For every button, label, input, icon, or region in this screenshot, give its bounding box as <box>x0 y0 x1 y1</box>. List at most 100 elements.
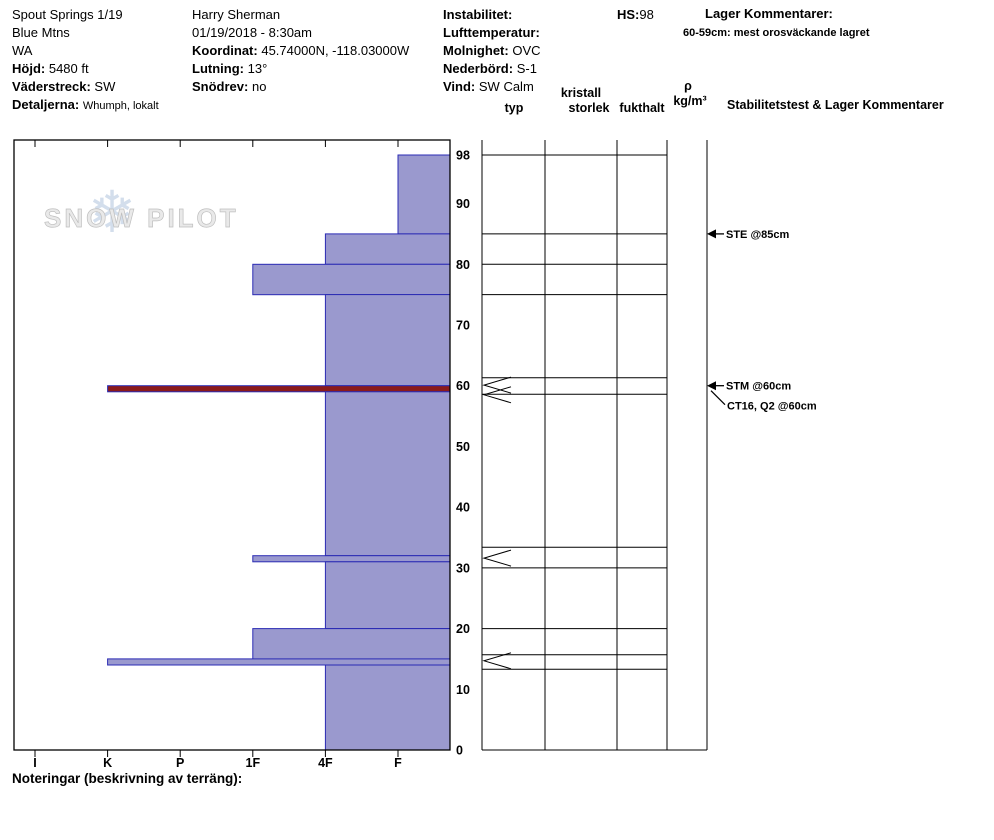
grain-size-header-line1: kristall <box>561 86 601 100</box>
mountain-range-value: Blue Mtns <box>12 25 70 40</box>
aspect-label: Väderstreck: <box>12 79 91 94</box>
hs-value: 98 <box>639 7 654 22</box>
layer-comments-text: 60-59cm: mest orosväckande lagret <box>683 27 870 39</box>
hs-label: HS: <box>617 7 640 22</box>
hardness-chart-frame <box>13 139 451 751</box>
test-result-label: CT16, Q2 @60cm <box>727 401 817 413</box>
drifting-snow-value: no <box>251 79 267 94</box>
mountain-range: Blue Mtns <box>12 24 159 42</box>
precipitation-value: S-1 <box>516 61 537 76</box>
details: Detaljerna: Whumph, lokalt <box>12 96 159 114</box>
hardness-tick-label: 4F <box>318 756 333 770</box>
air-temperature: Lufttemperatur: <box>443 24 541 42</box>
wind-value: SW Calm <box>478 79 534 94</box>
test-arrow-icon <box>707 229 716 239</box>
layer-comments-heading: Lager Kommentarer: <box>705 6 833 21</box>
wind: Vind: SW Calm <box>443 78 541 96</box>
total-snow-depth: HS:98 <box>617 6 654 24</box>
precipitation-label: Nederbörd: <box>443 61 514 76</box>
snow-layer-bar <box>324 561 451 630</box>
grain-size-header-line2: storlek <box>569 101 610 115</box>
slope-angle-label: Lutning: <box>192 61 244 76</box>
test-result-label: STE @85cm <box>726 229 790 241</box>
depth-tick-label: 60 <box>456 379 470 393</box>
snow-layer-bar <box>397 154 451 235</box>
instability: Instabilitet: <box>443 6 541 24</box>
notes-heading: Noteringar (beskrivning av terräng): <box>12 771 243 786</box>
depth-tick-label: 0 <box>456 744 463 758</box>
depth-tick-label: 30 <box>456 561 470 575</box>
hardness-bars <box>107 154 451 751</box>
density-symbol-header: ρ <box>684 79 692 93</box>
tests-panel-header: Stabilitetstest & Lager Kommentarer <box>727 98 944 112</box>
snow-layer-bar <box>324 233 451 265</box>
test-leader-line <box>710 390 726 406</box>
depth-tick-label: 40 <box>456 501 470 515</box>
aspect: Väderstreck: SW <box>12 78 159 96</box>
depth-tick-label: 80 <box>456 258 470 272</box>
depth-tick-label: 50 <box>456 440 470 454</box>
axes <box>34 140 399 757</box>
snow-layer-bar <box>252 628 451 660</box>
details-label: Detaljerna: <box>12 97 80 112</box>
state-value: WA <box>12 43 33 58</box>
test-arrow-icon <box>707 381 716 391</box>
snow-layer-bar <box>252 555 451 563</box>
hardness-tick-label: I <box>33 756 36 770</box>
stability-tests: STE @85cm STM @60cm CT16, Q2 @60cm <box>707 229 817 413</box>
sky-cover: Molnighet: OVC <box>443 42 541 60</box>
depth-tick-label: 98 <box>456 149 470 163</box>
precipitation: Nederbörd: S-1 <box>443 60 541 78</box>
depth-tick-label: 20 <box>456 622 470 636</box>
snowflake-icon: ❄ <box>88 180 137 245</box>
drifting-snow: Snödrev: no <box>192 78 409 96</box>
moisture-header: fukthalt <box>619 101 665 115</box>
weather-column: Instabilitet: Lufttemperatur: Molnighet:… <box>443 6 541 96</box>
hardness-tick-label: P <box>176 756 184 770</box>
coordinates: Koordinat: 45.74000N, -118.03000W <box>192 42 409 60</box>
snow-layer-bar <box>324 664 451 751</box>
elevation-value: 5480 ft <box>48 61 89 76</box>
instability-label: Instabilitet: <box>443 7 513 22</box>
test-result-label: STM @60cm <box>726 381 791 393</box>
location-column: Spout Springs 1/19 Blue Mtns WA Höjd: 54… <box>12 6 159 114</box>
drifting-snow-label: Snödrev: <box>192 79 249 94</box>
grain-panel-grid <box>481 140 708 751</box>
sky-cover-label: Molnighet: <box>443 43 509 58</box>
depth-tick-label: 70 <box>456 319 470 333</box>
hardness-tick-label: F <box>394 756 402 770</box>
hardness-tick-label: K <box>103 756 112 770</box>
pit-name-value: Spout Springs 1/19 <box>12 7 123 22</box>
coordinates-label: Koordinat: <box>192 43 258 58</box>
details-value: Whumph, lokalt <box>82 100 159 112</box>
watermark-text: SNOW PILOT <box>44 203 239 233</box>
thin-layer-marker <box>482 386 512 404</box>
elevation: Höjd: 5480 ft <box>12 60 159 78</box>
observation-datetime-value: 01/19/2018 - 8:30am <box>192 25 312 40</box>
observer-name-value: Harry Sherman <box>192 7 281 22</box>
aspect-value: SW <box>94 79 116 94</box>
wind-label: Vind: <box>443 79 476 94</box>
snow-layer-bar <box>324 391 451 557</box>
thin-layer-marker <box>482 652 512 670</box>
elevation-label: Höjd: <box>12 61 46 76</box>
snow-layer-bar-critical <box>107 385 451 393</box>
hardness-tick-label: 1F <box>246 756 261 770</box>
slope-angle: Lutning: 13° <box>192 60 409 78</box>
grain-type-header: typ <box>505 101 524 115</box>
snow-layer-bar <box>324 294 451 387</box>
snow-layer-bar <box>107 658 451 666</box>
observation-datetime: 01/19/2018 - 8:30am <box>192 24 409 42</box>
air-temperature-label: Lufttemperatur: <box>443 25 540 40</box>
thin-layer-marker <box>482 549 512 567</box>
watermark: ❄ SNOW PILOT <box>44 180 239 245</box>
panel-headers: kristall typ storlek fukthalt ρ kg/m³ St… <box>505 79 944 115</box>
snow-layer-bar <box>252 263 451 296</box>
thin-layer-marker <box>482 376 512 394</box>
observer-name: Harry Sherman <box>192 6 409 24</box>
axis-labels: I K P 1F 4F F 98 90 80 70 60 50 40 30 20 10 0 <box>33 149 470 771</box>
sky-cover-value: OVC <box>512 43 541 58</box>
depth-tick-label: 90 <box>456 197 470 211</box>
